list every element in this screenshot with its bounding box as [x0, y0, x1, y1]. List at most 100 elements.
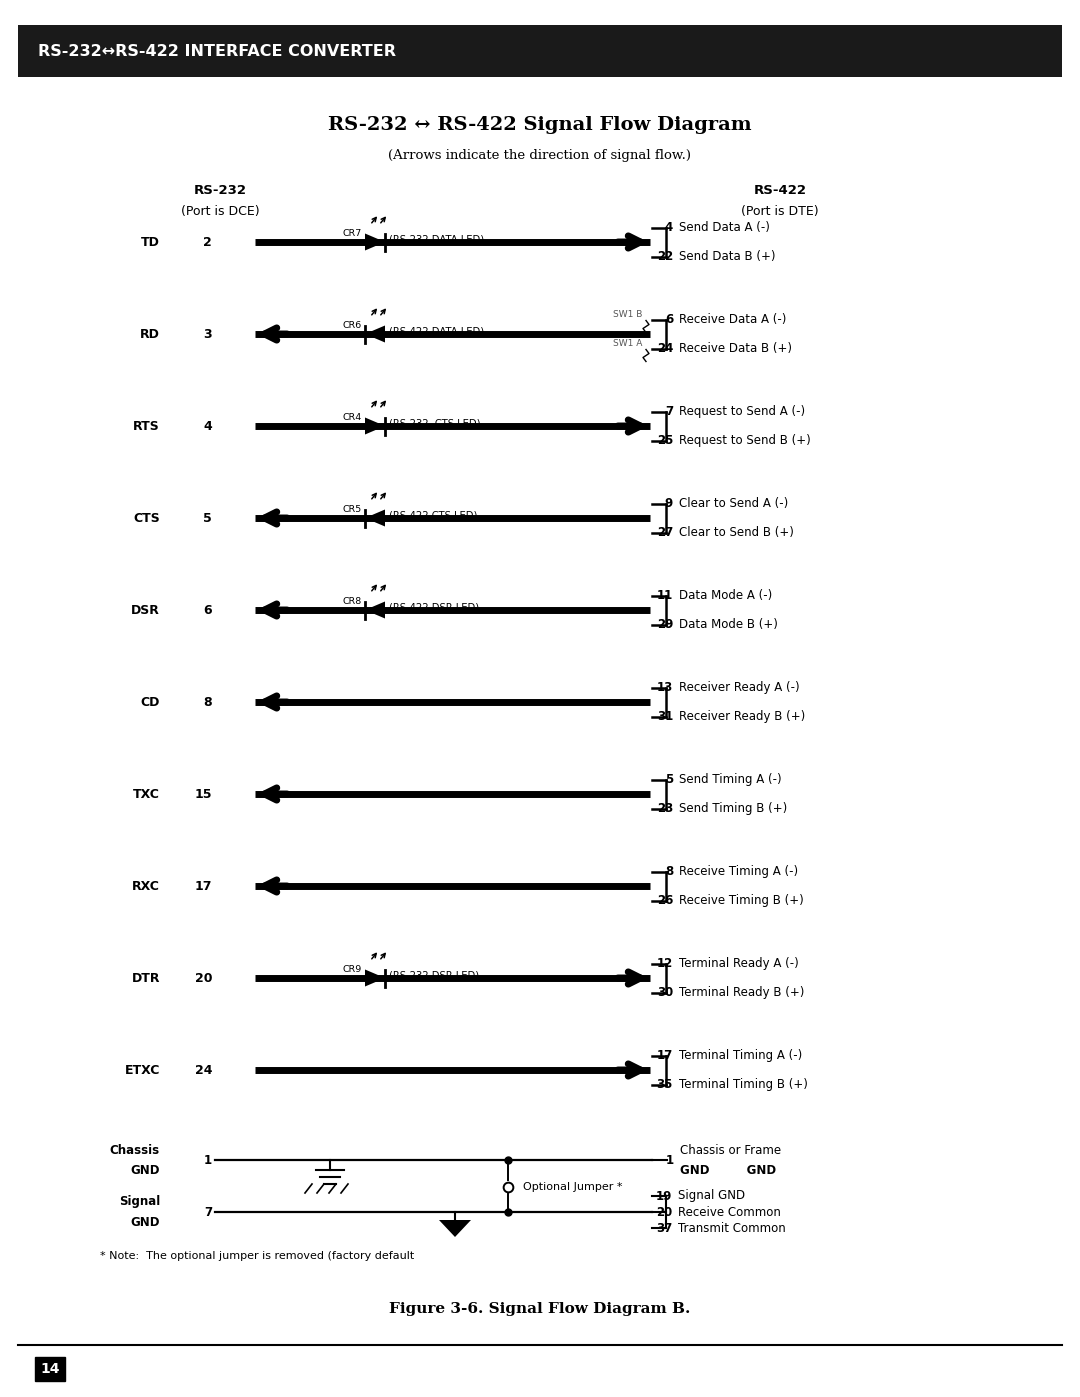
Text: 9: 9	[665, 497, 673, 510]
Text: Terminal Timing B (+): Terminal Timing B (+)	[679, 1078, 808, 1091]
Text: 29: 29	[657, 617, 673, 631]
Text: RS-232 ↔ RS-422 Signal Flow Diagram: RS-232 ↔ RS-422 Signal Flow Diagram	[328, 116, 752, 134]
Polygon shape	[365, 418, 384, 434]
Text: 22: 22	[657, 250, 673, 263]
Text: 24: 24	[194, 1063, 212, 1077]
Text: 35: 35	[657, 1078, 673, 1091]
Polygon shape	[365, 602, 384, 619]
Text: SW1 B: SW1 B	[612, 310, 642, 319]
Polygon shape	[365, 233, 384, 250]
Text: RXC: RXC	[132, 880, 160, 893]
Text: 8: 8	[665, 865, 673, 877]
Text: 23: 23	[657, 802, 673, 814]
Text: 17: 17	[657, 1049, 673, 1062]
Text: 30: 30	[657, 986, 673, 999]
Text: Send Timing A (-): Send Timing A (-)	[679, 773, 782, 787]
Text: 31: 31	[657, 710, 673, 724]
Text: 26: 26	[657, 894, 673, 907]
Text: 6: 6	[203, 604, 212, 616]
Text: Send Timing B (+): Send Timing B (+)	[679, 802, 787, 814]
Text: 4: 4	[665, 221, 673, 235]
Text: Receive Data B (+): Receive Data B (+)	[679, 342, 792, 355]
Text: 5: 5	[665, 773, 673, 787]
Text: Request to Send B (+): Request to Send B (+)	[679, 434, 811, 447]
Text: 3: 3	[203, 327, 212, 341]
Text: Signal GND: Signal GND	[678, 1189, 745, 1203]
Text: TD: TD	[141, 236, 160, 249]
Text: Receive Timing A (-): Receive Timing A (-)	[679, 865, 798, 877]
Text: Clear to Send A (-): Clear to Send A (-)	[679, 497, 788, 510]
Text: (RS-422 DATA LED): (RS-422 DATA LED)	[389, 326, 484, 337]
Text: GND: GND	[131, 1164, 160, 1176]
Polygon shape	[365, 326, 384, 342]
Text: (Arrows indicate the direction of signal flow.): (Arrows indicate the direction of signal…	[389, 148, 691, 162]
Text: (Port is DTE): (Port is DTE)	[741, 205, 819, 218]
Text: Data Mode B (+): Data Mode B (+)	[679, 617, 778, 631]
Text: CTS: CTS	[133, 511, 160, 524]
Polygon shape	[365, 970, 384, 986]
Text: 7: 7	[665, 405, 673, 418]
Text: 6: 6	[665, 313, 673, 326]
Text: Clear to Send B (+): Clear to Send B (+)	[679, 527, 794, 539]
Text: 24: 24	[657, 342, 673, 355]
Text: CR5: CR5	[342, 504, 362, 514]
Text: 4: 4	[203, 419, 212, 433]
Text: 8: 8	[203, 696, 212, 708]
Text: Optional Jumper *: Optional Jumper *	[523, 1182, 622, 1192]
Text: CR6: CR6	[342, 321, 362, 330]
Text: Terminal Ready B (+): Terminal Ready B (+)	[679, 986, 805, 999]
Text: Terminal Timing A (-): Terminal Timing A (-)	[679, 1049, 802, 1062]
Text: Request to Send A (-): Request to Send A (-)	[679, 405, 805, 418]
Text: Chassis: Chassis	[110, 1144, 160, 1157]
Text: CR8: CR8	[342, 597, 362, 606]
Text: RS-422: RS-422	[754, 184, 807, 197]
Text: Receiver Ready B (+): Receiver Ready B (+)	[679, 710, 806, 724]
Text: 7: 7	[204, 1206, 212, 1218]
Text: CD: CD	[140, 696, 160, 708]
Text: 11: 11	[657, 590, 673, 602]
Text: Figure 3-6. Signal Flow Diagram B.: Figure 3-6. Signal Flow Diagram B.	[389, 1302, 691, 1316]
Text: 17: 17	[194, 880, 212, 893]
Polygon shape	[365, 510, 384, 527]
Text: RS-232↔RS-422 INTERFACE CONVERTER: RS-232↔RS-422 INTERFACE CONVERTER	[38, 43, 396, 59]
Text: GND: GND	[131, 1215, 160, 1228]
Text: 20: 20	[656, 1206, 672, 1218]
Text: 1: 1	[204, 1154, 212, 1166]
Text: 12: 12	[657, 957, 673, 970]
Text: Transmit Common: Transmit Common	[678, 1221, 786, 1235]
Text: 19: 19	[656, 1189, 672, 1203]
Text: (RS-232 DSR LED): (RS-232 DSR LED)	[389, 970, 480, 981]
Text: (RS-232 DATA LED): (RS-232 DATA LED)	[389, 235, 484, 244]
Text: Terminal Ready A (-): Terminal Ready A (-)	[679, 957, 799, 970]
Text: RTS: RTS	[133, 419, 160, 433]
Text: 37: 37	[656, 1221, 672, 1235]
Text: 1: 1	[666, 1154, 674, 1166]
Text: TXC: TXC	[133, 788, 160, 800]
FancyBboxPatch shape	[18, 25, 1062, 77]
Text: Receive Timing B (+): Receive Timing B (+)	[679, 894, 804, 907]
Text: CR9: CR9	[342, 965, 362, 974]
Text: 27: 27	[657, 527, 673, 539]
Text: CR7: CR7	[342, 229, 362, 237]
Text: Send Data A (-): Send Data A (-)	[679, 221, 770, 235]
Text: (RS-422 CTS LED): (RS-422 CTS LED)	[389, 510, 477, 520]
Text: (RS-422 DSR LED): (RS-422 DSR LED)	[389, 602, 480, 612]
Text: ETXC: ETXC	[124, 1063, 160, 1077]
Text: DTR: DTR	[132, 971, 160, 985]
Text: Data Mode A (-): Data Mode A (-)	[679, 590, 772, 602]
Text: * Note:  The optional jumper is removed (factory default: * Note: The optional jumper is removed (…	[100, 1250, 415, 1261]
Text: RD: RD	[140, 327, 160, 341]
Text: DSR: DSR	[131, 604, 160, 616]
Text: Send Data B (+): Send Data B (+)	[679, 250, 775, 263]
Text: Receiver Ready A (-): Receiver Ready A (-)	[679, 680, 799, 694]
Text: Signal: Signal	[119, 1196, 160, 1208]
Polygon shape	[438, 1220, 471, 1236]
Text: SW1 A: SW1 A	[612, 338, 642, 348]
Text: 5: 5	[203, 511, 212, 524]
Text: 20: 20	[194, 971, 212, 985]
Text: RS-232: RS-232	[193, 184, 246, 197]
Text: CR4: CR4	[342, 414, 362, 422]
Text: GND         GND: GND GND	[680, 1164, 777, 1176]
Text: 14: 14	[40, 1362, 59, 1376]
Text: 13: 13	[657, 680, 673, 694]
